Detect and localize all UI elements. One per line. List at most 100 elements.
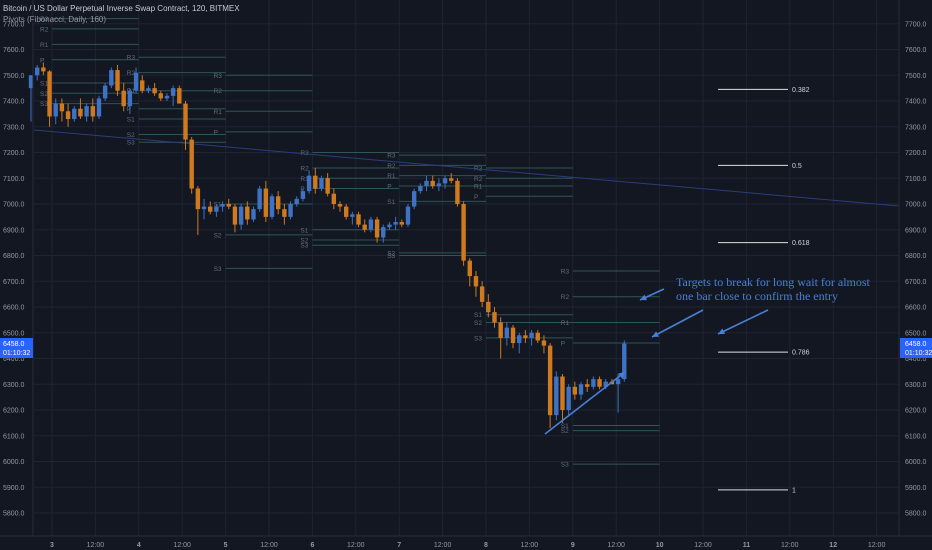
pivot-label: P [387,183,391,190]
candle-body [251,209,256,220]
candle-body [208,206,213,212]
price-label: 7300.0 [905,124,927,131]
pivot-label: R1 [474,183,483,190]
candle-body [146,88,151,91]
price-label: 6800.0 [905,253,927,260]
price-label: 6300.0 [905,382,927,389]
candle-body [183,103,188,140]
candle-body [96,98,102,117]
pivot-label: P [214,129,218,136]
candle-body [127,90,133,107]
candle-body [498,322,503,338]
candle-body [306,175,312,192]
candle-body [492,312,497,323]
candle-body [158,93,163,99]
candle-body [282,209,287,217]
candle-body [374,219,380,238]
pivot-label: S2 [40,91,48,98]
pivot-label: R3 [561,268,570,275]
price-label: 6000.0 [905,459,927,466]
fib-label: 0.382 [792,87,810,94]
right-price-tag [900,338,932,358]
candle-body [368,219,374,230]
candle-body [387,224,392,228]
pivot-label: S2 [300,238,308,245]
candle-body [263,188,269,217]
pivot-label: S2 [127,132,135,139]
annotation-line-1: Targets to break for long wait for almos… [676,275,871,289]
right-price-axis[interactable]: 7700.0 7600.0 7500.0 7400.0 7300.0 7200.0 7100… [905,21,927,517]
candle-body [615,379,621,385]
candle-body [189,139,194,189]
candle-body [455,180,460,204]
candle-body [140,80,145,91]
fib-label: 1 [792,487,796,494]
pivot-label: S3 [214,266,222,273]
time-label: 3 [50,542,54,549]
fib-label: 0.786 [792,350,810,357]
candle-body [177,88,182,104]
pivot-label: R2 [561,294,570,301]
candle-body [269,196,275,217]
candle-body [164,95,170,99]
pivot-label: R2 [40,26,49,33]
candle-body [418,185,423,192]
pivot-label: S1 [561,423,569,430]
candle-body [300,191,306,199]
pivot-label: S1 [474,312,482,319]
price-label: 7000.0 [3,202,25,209]
pivot-label: R1 [561,320,570,327]
candle-body [399,222,404,225]
candle-body [566,386,571,410]
candle-body [510,327,516,344]
annotation-arrows [544,288,769,435]
indicator-label[interactable]: Pivots (Fibonacci, Daily, 160) [3,15,106,24]
pivot-label: P [127,106,131,113]
pivot-label: R2 [474,176,483,183]
candle-body [554,376,559,416]
price-label: 7500.0 [905,73,927,80]
price-label: 6300.0 [3,382,25,389]
candle-body [449,178,454,181]
left-price-axis[interactable]: 7700.0 7600.0 7500.0 7400.0 7300.0 7200.0 7100… [3,21,25,517]
price-label: 7100.0 [3,176,25,183]
candle-body [473,276,479,287]
candle-body [65,111,71,120]
price-label: 6200.0 [905,408,927,415]
price-label: 6400.0 [3,356,25,363]
pivot-label: S3 [40,101,48,108]
candle-body [170,88,176,96]
candle-body [59,103,65,112]
chart-title: Bitcoin / US Dollar Perpetual Inverse Sw… [3,4,240,13]
time-axis[interactable]: 3 12:00 4 12:00 5 12:00 6 12:00 7 12:00 8 12:00 9 12:… [50,542,885,549]
left-price-tag-countdown: 01:10:32 [3,350,30,357]
arrow-shaft [651,309,704,338]
candle-body [411,191,417,207]
candle-body [201,206,207,210]
candle-body [337,204,343,207]
time-label: 7 [397,542,401,549]
candle-body [109,70,114,86]
time-label: 5 [224,542,228,549]
arrow-head [618,372,625,379]
candle-body [41,67,46,72]
candle-body [424,180,429,186]
price-label: 5900.0 [3,485,25,492]
pivot-label: S2 [214,232,222,239]
pivot-label: R2 [127,70,136,77]
price-label: 7400.0 [3,99,25,106]
time-label: 12:00 [87,542,105,549]
price-label: 6100.0 [905,433,927,440]
pivot-label: R2 [300,165,309,172]
price-label: 7700.0 [3,21,25,28]
right-price-tag-countdown: 01:10:32 [905,350,932,357]
time-label: 12:00 [173,542,191,549]
candle-body [461,204,466,261]
candle-body [102,85,108,99]
pivot-label: P [40,57,44,64]
pivot-label: S1 [214,202,222,209]
time-label: 11 [743,542,751,549]
price-label: 6400.0 [905,356,927,363]
annotation: Targets to break for long wait for almos… [676,275,871,303]
